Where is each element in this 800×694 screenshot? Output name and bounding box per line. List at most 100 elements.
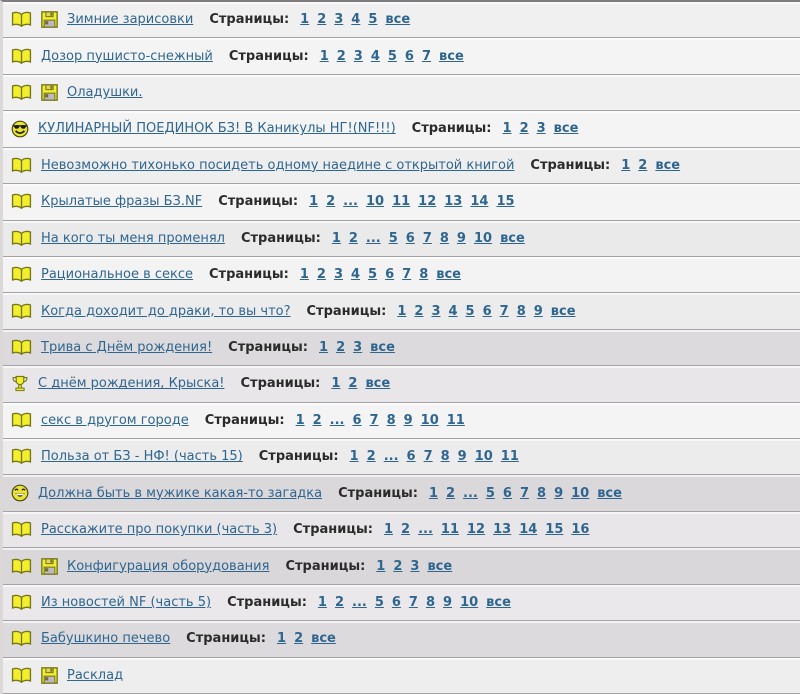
page-number-link[interactable]: 6 [406,449,416,465]
page-number-link[interactable]: 3 [353,48,363,64]
page-number-link[interactable]: 1 [319,340,329,355]
page-number-link[interactable]: 6 [405,230,415,246]
topic-title-link[interactable]: Трива с Днём рождения! [41,340,213,355]
page-number-link[interactable]: 5 [368,267,378,283]
topic-title-link[interactable]: Зимние зарисовки [67,12,194,28]
page-number-link[interactable]: 3 [431,303,441,319]
page-number-link[interactable]: 1 [621,157,631,173]
page-all-link[interactable]: все [436,267,461,283]
page-number-link[interactable]: 9 [533,303,543,319]
page-number-link[interactable]: 8 [537,485,547,501]
page-all-link[interactable]: все [553,121,579,137]
page-number-link[interactable]: 2 [317,12,327,28]
page-all-link[interactable]: все [311,631,336,647]
page-number-link[interactable]: 3 [334,12,344,28]
page-number-link[interactable]: 10 [365,194,385,210]
page-number-link[interactable]: 2 [334,594,344,610]
page-number-link[interactable]: 10 [473,230,493,246]
page-number-link[interactable]: 6 [502,485,512,501]
page-number-link[interactable]: 6 [404,48,414,64]
page-number-link[interactable]: 4 [370,48,380,64]
page-number-link[interactable]: 1 [309,194,319,210]
page-all-link[interactable]: все [500,230,525,246]
page-ellipsis-link[interactable]: ... [329,412,345,428]
page-number-link[interactable]: 3 [333,267,343,283]
page-number-link[interactable]: 1 [383,522,394,538]
page-number-link[interactable]: 9 [554,485,564,501]
page-number-link[interactable]: 2 [446,485,456,501]
page-number-link[interactable]: 6 [482,303,492,319]
page-number-link[interactable]: 3 [353,340,363,355]
topic-title-link[interactable]: Польза от БЗ - НФ! (часть 15) [41,449,243,465]
topic-title-link[interactable]: Когда доходит до драки, то вы что? [41,303,291,319]
topic-title-link[interactable]: Бабушкино печево [41,631,171,647]
page-number-link[interactable]: 2 [316,267,326,283]
page-number-link[interactable]: 7 [499,303,509,319]
page-number-link[interactable]: 7 [519,485,530,501]
page-number-link[interactable]: 1 [300,12,310,28]
page-number-link[interactable]: 1 [428,485,438,501]
page-number-link[interactable]: 1 [376,558,386,574]
page-number-link[interactable]: 2 [336,48,346,64]
page-number-link[interactable]: 1 [277,631,287,647]
page-number-link[interactable]: 8 [386,412,396,428]
topic-title-link[interactable]: Рациональное в сексе [41,267,194,283]
page-number-link[interactable]: 1 [319,48,329,64]
topic-title-link[interactable]: Конфигурация оборудования [67,558,270,574]
page-number-link[interactable]: 5 [387,48,397,64]
page-number-link[interactable]: 7 [423,449,433,465]
page-number-link[interactable]: 1 [397,303,407,319]
page-number-link[interactable]: 10 [460,594,479,610]
page-ellipsis-link[interactable]: ... [365,230,381,246]
topic-title-link[interactable]: Оладушки. [67,85,143,101]
page-number-link[interactable]: 11 [446,412,465,428]
page-number-link[interactable]: 2 [519,121,529,137]
topic-title-link[interactable]: Невозможно тихонько посидеть одному наед… [41,157,515,173]
topic-title-link[interactable]: На кого ты меня променял [41,230,225,246]
page-number-link[interactable]: 14 [519,522,538,538]
page-number-link[interactable]: 4 [351,267,361,283]
page-number-link[interactable]: 2 [348,230,358,246]
page-number-link[interactable]: 2 [294,631,304,647]
page-number-link[interactable]: 10 [420,412,439,428]
page-all-link[interactable]: все [597,485,622,501]
page-number-link[interactable]: 15 [496,194,515,210]
page-number-link[interactable]: 2 [393,558,403,574]
page-number-link[interactable]: 2 [348,376,358,392]
page-number-link[interactable]: 2 [366,449,376,465]
topic-title-link[interactable]: Из новостей NF (часть 5) [41,594,212,610]
page-ellipsis-link[interactable]: ... [418,522,433,538]
topic-title-link[interactable]: Должна быть в мужике какая-то загадка [38,485,323,501]
page-number-link[interactable]: 8 [440,449,450,465]
page-number-link[interactable]: 4 [351,12,361,28]
page-number-link[interactable]: 3 [410,558,420,574]
page-number-link[interactable]: 13 [444,194,463,210]
topic-title-link[interactable]: секс в другом городе [41,412,189,428]
topic-title-link[interactable]: Расклад [67,667,124,683]
page-number-link[interactable]: 11 [500,449,519,465]
page-number-link[interactable]: 13 [493,522,512,538]
page-number-link[interactable]: 10 [474,449,493,465]
page-all-link[interactable]: все [486,594,511,610]
page-number-link[interactable]: 7 [421,48,432,64]
page-number-link[interactable]: 3 [536,121,546,137]
page-number-link[interactable]: 10 [571,485,590,501]
page-all-link[interactable]: все [427,558,453,574]
page-ellipsis-link[interactable]: ... [383,449,399,465]
page-number-link[interactable]: 1 [299,267,309,283]
page-number-link[interactable]: 5 [485,485,495,501]
page-number-link[interactable]: 7 [408,594,418,610]
page-number-link[interactable]: 5 [465,303,475,319]
page-number-link[interactable]: 1 [331,230,341,246]
page-number-link[interactable]: 11 [440,522,459,538]
page-number-link[interactable]: 9 [457,449,467,465]
page-number-link[interactable]: 2 [336,340,346,355]
page-number-link[interactable]: 9 [443,594,453,610]
page-number-link[interactable]: 9 [456,230,466,246]
page-number-link[interactable]: 2 [414,303,424,319]
page-number-link[interactable]: 9 [403,412,413,428]
topic-title-link[interactable]: Дозор пушисто-снежный [41,48,213,64]
page-number-link[interactable]: 12 [467,522,486,538]
page-number-link[interactable]: 14 [470,194,489,210]
page-ellipsis-link[interactable]: ... [352,594,367,610]
